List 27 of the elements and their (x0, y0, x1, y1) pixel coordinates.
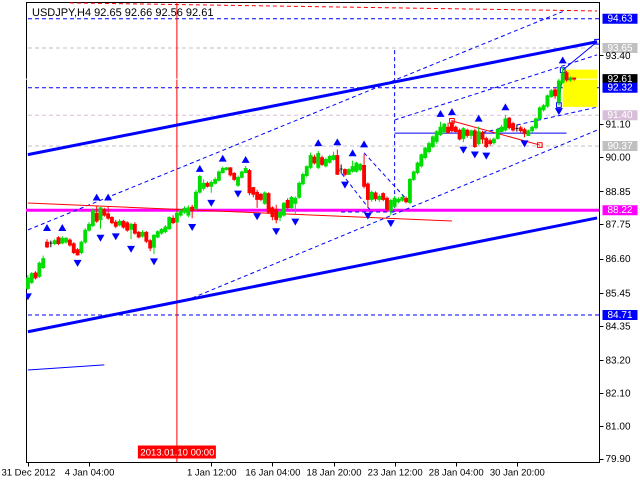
y-tick-label: 93.40 (606, 50, 631, 62)
x-tick-label: 28 Jan 04:00 (428, 468, 484, 478)
y-tick-label: 84.35 (606, 321, 631, 332)
x-tick-label: 30 Jan 20:00 (490, 468, 545, 478)
y-tick-label: 91.10 (606, 120, 631, 131)
ref-line-label: 90.37 (607, 140, 633, 152)
x-tick-label: 16 Jan 04:00 (245, 468, 300, 478)
x-tick-label: 4 Jan 04:00 (64, 468, 114, 478)
y-tick-label: 86.60 (606, 254, 631, 266)
ref-line-label: 94.63 (607, 14, 633, 25)
y-tick-label: 85.45 (606, 288, 631, 300)
x-tick-label: 18 Jan 20:00 (306, 468, 362, 478)
x-tick-label: 1 Jan 12:00 (186, 468, 237, 478)
y-tick-label: 88.85 (606, 186, 631, 198)
x-tick-label: 2013.01.10 00:00 (140, 448, 214, 458)
y-tick-label: 82.10 (606, 388, 631, 400)
x-tick-label: 31 Dec 2012 (1, 468, 56, 478)
y-tick-label: 87.75 (606, 220, 631, 231)
x-tick-label: 23 Jan 12:00 (368, 468, 423, 478)
ref-line-label: 92.32 (607, 82, 633, 94)
y-tick-label: 81.00 (606, 421, 631, 432)
y-tick-label: 83.20 (606, 356, 631, 367)
y-tick-label: 79.90 (606, 454, 631, 466)
ref-line-label: 88.22 (607, 205, 633, 216)
ref-line-label: 84.71 (607, 310, 633, 322)
ref-line-label: 91.40 (607, 110, 633, 122)
y-tick-label: 90.00 (606, 152, 631, 164)
